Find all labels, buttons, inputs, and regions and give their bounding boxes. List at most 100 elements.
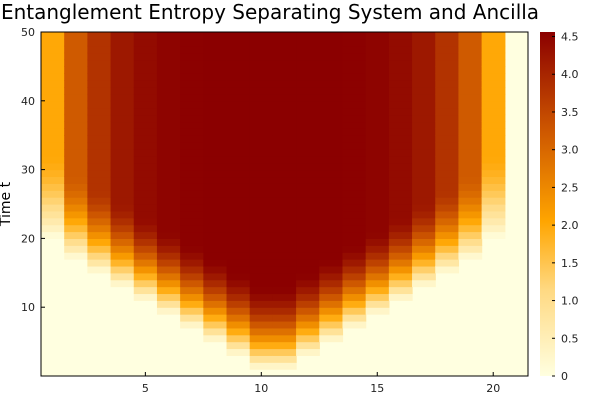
heatmap-cell (64, 162, 88, 171)
heatmap-cell (319, 327, 344, 336)
heatmap-cell (156, 155, 181, 164)
heatmap-cell (41, 162, 65, 171)
heatmap-cell (156, 162, 181, 171)
heatmap-cell (180, 73, 204, 81)
heatmap-cell (87, 59, 112, 67)
heatmap-cell (87, 210, 112, 219)
heatmap-cell (203, 80, 228, 88)
heatmap-cell (458, 210, 483, 219)
heatmap-cell (133, 245, 158, 253)
heatmap-cell (481, 100, 506, 109)
heatmap-cell (458, 245, 483, 253)
heatmap-cell (365, 169, 390, 178)
heatmap-cell (272, 272, 297, 281)
heatmap-cell (365, 204, 390, 212)
heatmap-cell (296, 128, 320, 136)
heatmap-cell (272, 259, 297, 267)
heatmap-cell (342, 45, 367, 54)
heatmap-cell (203, 286, 228, 295)
heatmap-cell (342, 107, 367, 116)
heatmap-cell (365, 66, 390, 74)
heatmap-cell (412, 210, 436, 219)
heatmap-cell (296, 314, 320, 322)
heatmap-cell (249, 142, 274, 150)
heatmap-cell (365, 121, 390, 129)
heatmap-cell (133, 190, 158, 198)
heatmap-cell (110, 231, 135, 239)
heatmap-cell (133, 252, 158, 260)
heatmap-cell (296, 80, 320, 88)
heatmap-cell (388, 204, 413, 212)
heatmap-cell (249, 162, 274, 171)
heatmap-cell (64, 100, 88, 109)
heatmap-cell (342, 176, 367, 184)
heatmap-cell (180, 176, 204, 184)
heatmap-cell (342, 217, 367, 226)
heatmap-cell (319, 245, 344, 253)
heatmap-cell (319, 162, 344, 171)
heatmap-cell (41, 128, 65, 136)
heatmap-cell (296, 148, 320, 157)
heatmap-cell (458, 135, 483, 143)
heatmap-cell (226, 183, 251, 191)
heatmap-cell (156, 80, 181, 88)
heatmap-cell (272, 190, 297, 198)
heatmap-cell (133, 148, 158, 157)
heatmap-cell (458, 32, 483, 40)
heatmap-cell (296, 73, 320, 81)
heatmap-cell (133, 100, 158, 109)
heatmap-cell (133, 80, 158, 88)
heatmap-cell (272, 155, 297, 164)
heatmap-cell (342, 32, 367, 40)
heatmap-cell (296, 245, 320, 253)
heatmap-cell (133, 217, 158, 226)
heatmap-cell (296, 341, 320, 350)
heatmap-cell (226, 190, 251, 198)
heatmap-cell (435, 135, 460, 143)
heatmap-cell (64, 231, 88, 239)
heatmap-cell (64, 52, 88, 61)
heatmap-cell (388, 87, 413, 95)
heatmap-cell (412, 238, 436, 246)
heatmap-cell (133, 183, 158, 191)
heatmap-cell (342, 169, 367, 178)
heatmap-cell (365, 80, 390, 88)
heatmap-cell (41, 210, 65, 219)
heatmap-cell (226, 204, 251, 212)
heatmap-cell (110, 135, 135, 143)
heatmap-cell (180, 100, 204, 109)
heatmap-cell (272, 66, 297, 74)
heatmap-cell (203, 231, 228, 239)
heatmap-cell (110, 80, 135, 88)
heatmap-cell (156, 183, 181, 191)
heatmap-cell (249, 210, 274, 219)
heatmap-cell (296, 45, 320, 54)
heatmap-cell (272, 224, 297, 233)
heatmap-cell (319, 314, 344, 322)
heatmap-cell (296, 52, 320, 61)
heatmap-cell (156, 121, 181, 129)
heatmap-cell (365, 135, 390, 143)
heatmap-cell (388, 155, 413, 164)
heatmap-cell (249, 320, 274, 329)
heatmap-cell (110, 148, 135, 157)
heatmap-cell (272, 100, 297, 109)
heatmap-cell (133, 114, 158, 123)
heatmap-cell (296, 190, 320, 198)
heatmap-cell (156, 107, 181, 116)
heatmap-cell (110, 162, 135, 171)
heatmap-cell (180, 38, 204, 47)
heatmap-cell (296, 279, 320, 288)
heatmap-cell (296, 348, 320, 356)
heatmap-cell (41, 100, 65, 109)
heatmap-cell (412, 142, 436, 150)
x-tick-label: 5 (142, 382, 149, 395)
heatmap-cell (41, 197, 65, 205)
heatmap-cell (249, 169, 274, 178)
heatmap-cell (156, 286, 181, 295)
heatmap-cell (226, 45, 251, 54)
heatmap-cell (133, 52, 158, 61)
heatmap-cell (156, 169, 181, 178)
heatmap-cell (319, 252, 344, 260)
heatmap-cell (481, 73, 506, 81)
